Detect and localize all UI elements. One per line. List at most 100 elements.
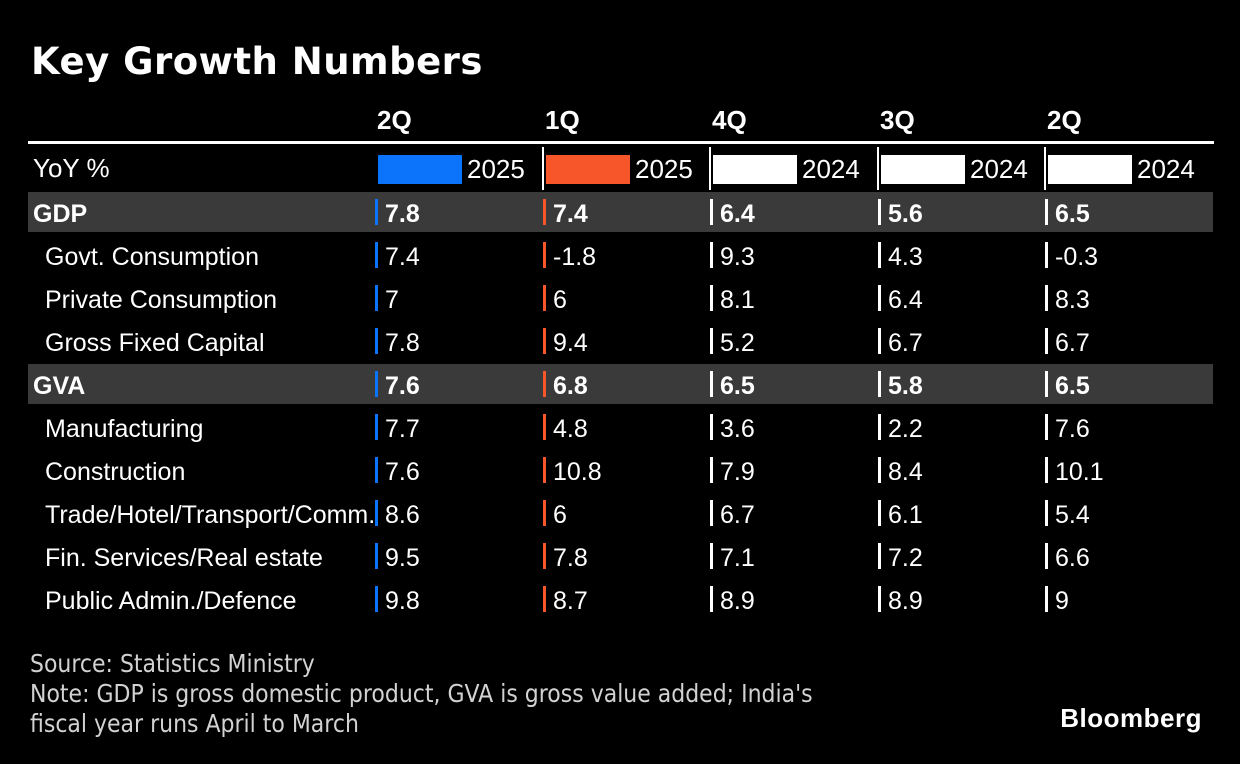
bloomberg-logo: Bloomberg — [1060, 703, 1202, 733]
table-row: Govt. Consumption 7.4 -1.8 9.3 4.3 -0.3 — [0, 235, 1240, 275]
cell-value: 4.8 — [553, 415, 588, 443]
cell-value: 9.3 — [720, 243, 755, 271]
value-tick-bar — [543, 457, 546, 483]
cell-value: 6.5 — [720, 372, 755, 400]
cell-value: -0.3 — [1055, 243, 1099, 271]
legend-row: YoY % 2025 2025 2024 2024 2024 — [0, 144, 1240, 192]
value-tick-bar — [375, 328, 378, 354]
cell-value: 6.6 — [1055, 544, 1090, 572]
value-tick-bar — [710, 414, 713, 440]
cell-value: 8.4 — [888, 458, 923, 486]
value-tick-bar — [375, 457, 378, 483]
header-separator-line — [28, 141, 1214, 144]
value-tick-bar — [1045, 371, 1048, 397]
legend-swatch-2q-2025 — [378, 155, 462, 184]
value-tick-bar — [1045, 586, 1048, 612]
cell-value: 7.6 — [385, 372, 420, 400]
cell-value: 6.7 — [720, 501, 755, 529]
value-tick-bar — [375, 285, 378, 311]
cell-value: 7.8 — [553, 544, 588, 572]
unit-label: YoY % — [33, 153, 110, 183]
value-tick-bar — [1045, 285, 1048, 311]
value-tick-bar — [543, 285, 546, 311]
legend-swatch-3q-2024 — [881, 155, 965, 184]
row-label: Govt. Consumption — [45, 243, 259, 271]
table-row: Gross Fixed Capital 7.8 9.4 5.2 6.7 6.7 — [0, 321, 1240, 361]
value-tick-bar — [543, 199, 546, 225]
row-label: Fin. Services/Real estate — [45, 544, 323, 572]
note-line-2: fiscal year runs April to March — [30, 709, 359, 738]
cell-value: 7.7 — [385, 415, 420, 443]
cell-value: 6.1 — [888, 501, 923, 529]
cell-value: 9 — [1055, 587, 1069, 615]
row-label: Public Admin./Defence — [45, 587, 297, 615]
cell-value: 8.9 — [888, 587, 923, 615]
row-label: Trade/Hotel/Transport/Comm. — [45, 501, 376, 529]
cell-value: 5.4 — [1055, 501, 1090, 529]
table-row: Trade/Hotel/Transport/Comm. 8.6 6 6.7 6.1 5.4 — [0, 493, 1240, 533]
value-tick-bar — [878, 543, 881, 569]
row-label: GDP — [33, 200, 88, 228]
row-label: Manufacturing — [45, 415, 204, 443]
cell-value: 5.6 — [888, 200, 923, 228]
value-tick-bar — [543, 586, 546, 612]
value-tick-bar — [375, 242, 378, 268]
value-tick-bar — [543, 328, 546, 354]
value-tick-bar — [878, 586, 881, 612]
table-row: Construction 7.6 10.8 7.9 8.4 10.1 — [0, 450, 1240, 490]
value-tick-bar — [1045, 457, 1048, 483]
cell-value: 9.8 — [385, 587, 420, 615]
value-tick-bar — [710, 586, 713, 612]
value-tick-bar — [375, 414, 378, 440]
cell-value: 8.3 — [1055, 286, 1090, 314]
value-tick-bar — [1045, 199, 1048, 225]
cell-value: 7.8 — [385, 329, 420, 357]
cell-value: 8.9 — [720, 587, 755, 615]
value-tick-bar — [878, 199, 881, 225]
value-tick-bar — [543, 414, 546, 440]
footer-notes: Source: Statistics Ministry Note: GDP is… — [30, 649, 813, 739]
legend-year-label: 2025 — [635, 154, 693, 184]
table-row: Manufacturing 7.7 4.8 3.6 2.2 7.6 — [0, 407, 1240, 447]
cell-value: 6 — [553, 501, 567, 529]
value-tick-bar — [878, 242, 881, 268]
highlight-band — [28, 192, 1213, 232]
value-tick-bar — [375, 199, 378, 225]
cell-value: 7.8 — [385, 200, 420, 228]
row-label: Gross Fixed Capital — [45, 329, 265, 357]
cell-value: 8.6 — [385, 501, 420, 529]
value-tick-bar — [878, 285, 881, 311]
table-row: GDP 7.8 7.4 6.4 5.6 6.5 — [0, 192, 1240, 232]
value-tick-bar — [878, 500, 881, 526]
cell-value: 7.4 — [553, 200, 588, 228]
cell-value: 10.1 — [1055, 458, 1104, 486]
value-tick-bar — [710, 543, 713, 569]
row-label: Construction — [45, 458, 186, 486]
value-tick-bar — [710, 285, 713, 311]
value-tick-bar — [543, 242, 546, 268]
cell-value: 6.7 — [888, 329, 923, 357]
legend-column-divider — [542, 147, 544, 190]
cell-value: 9.5 — [385, 544, 420, 572]
cell-value: 7.6 — [1055, 415, 1090, 443]
cell-value: 6.8 — [553, 372, 588, 400]
value-tick-bar — [375, 586, 378, 612]
cell-value: 8.7 — [553, 587, 588, 615]
value-tick-bar — [1045, 414, 1048, 440]
value-tick-bar — [710, 199, 713, 225]
value-tick-bar — [710, 371, 713, 397]
cell-value: 10.8 — [553, 458, 602, 486]
value-tick-bar — [375, 371, 378, 397]
value-tick-bar — [878, 414, 881, 440]
value-tick-bar — [878, 328, 881, 354]
cell-value: -1.8 — [553, 243, 597, 271]
note-line-1: Note: GDP is gross domestic product, GVA… — [30, 679, 813, 708]
value-tick-bar — [375, 543, 378, 569]
cell-value: 7.1 — [720, 544, 755, 572]
cell-value: 6.5 — [1055, 372, 1090, 400]
cell-value: 5.8 — [888, 372, 923, 400]
legend-swatch-2q-2024 — [1048, 155, 1132, 184]
value-tick-bar — [1045, 543, 1048, 569]
cell-value: 7.6 — [385, 458, 420, 486]
